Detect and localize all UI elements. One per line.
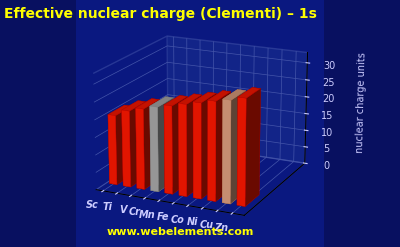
Text: Effective nuclear charge (Clementi) – 1s: Effective nuclear charge (Clementi) – 1s (4, 7, 317, 21)
Text: www.webelements.com: www.webelements.com (106, 227, 254, 237)
